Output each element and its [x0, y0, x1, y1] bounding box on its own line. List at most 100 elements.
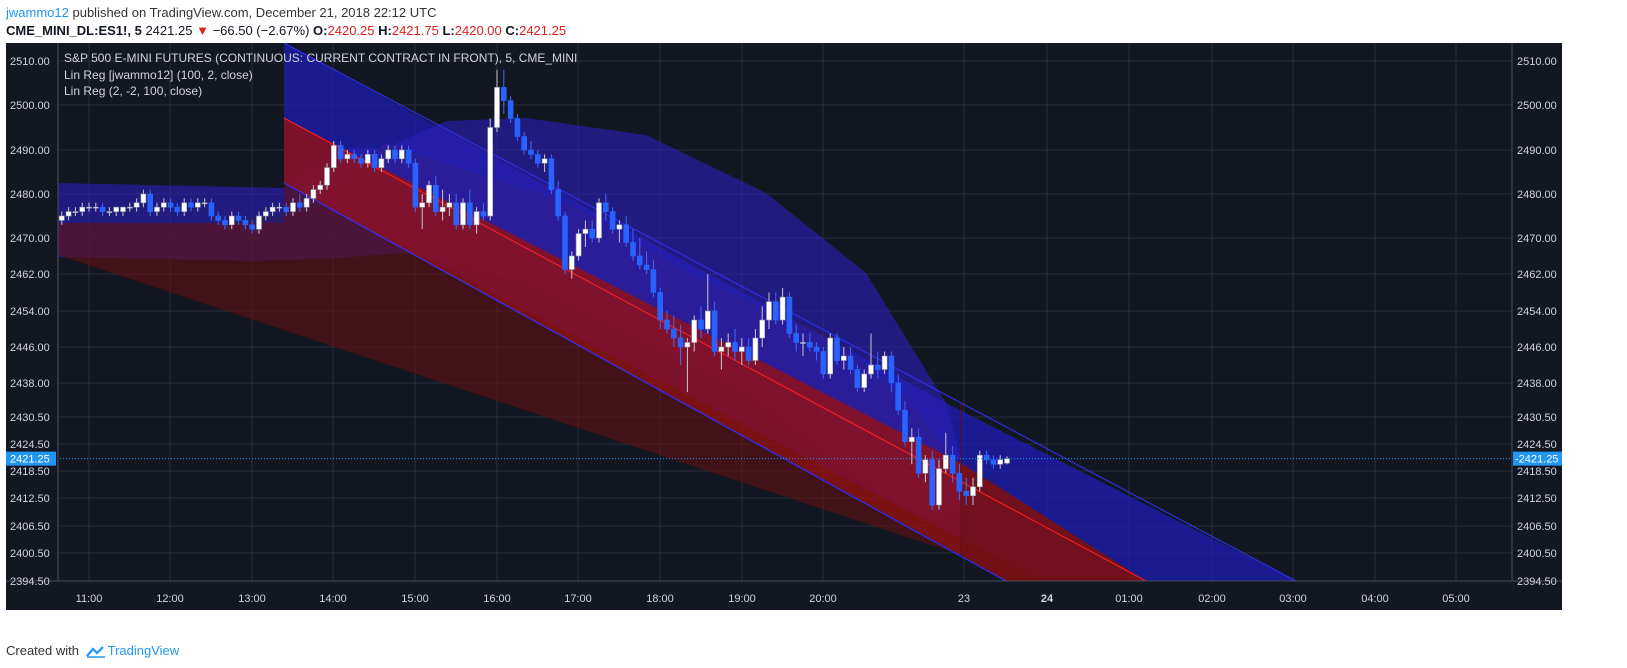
candle-body [738, 346, 745, 352]
last-price: 2421.25 [145, 23, 193, 38]
candle-body [670, 328, 677, 339]
candle-body [806, 342, 813, 348]
author-link[interactable]: jwammo12 [6, 5, 69, 20]
y-tick-label-right: 2510.00 [1517, 56, 1557, 68]
candle-body [303, 198, 310, 208]
candle-body [725, 342, 732, 348]
candle-body [895, 382, 902, 411]
candle-body [568, 255, 575, 270]
candle-body [432, 184, 439, 212]
candle-body [759, 319, 766, 339]
chart-legend: S&P 500 E-MINI FUTURES (CONTINUOUS: CURR… [64, 51, 577, 98]
x-tick-label: 17:00 [564, 593, 592, 605]
candle-body [283, 206, 290, 212]
candle-body [772, 301, 779, 321]
candle-body [72, 211, 79, 213]
y-tick-label-right: 2446.00 [1517, 342, 1557, 354]
candle-body [929, 459, 936, 506]
candle-body [949, 454, 956, 474]
x-tick-label: 20:00 [809, 593, 837, 605]
candle-body [242, 220, 249, 226]
y-tick-label-right: 2394.50 [1517, 576, 1557, 588]
y-tick-label-left: 2446.00 [10, 342, 50, 354]
candle-body [147, 193, 153, 212]
down-arrow-icon: ▼ [196, 23, 209, 38]
candle-body [256, 215, 262, 230]
candle-body [677, 337, 684, 348]
candle-body [548, 158, 555, 190]
candle-body [596, 202, 602, 239]
x-tick-label: 02:00 [1198, 593, 1226, 605]
x-tick-label: 16:00 [483, 593, 511, 605]
candle-body [732, 342, 738, 352]
candle-body [908, 436, 915, 443]
y-tick-label-right: 2470.00 [1517, 233, 1557, 245]
right-price-axis[interactable] [1512, 43, 1562, 610]
candle-body [942, 454, 949, 470]
candle-body [827, 337, 834, 375]
candle-body [276, 206, 283, 209]
candle-body [358, 158, 364, 164]
open-label: O: [313, 23, 328, 38]
candle-body [589, 228, 596, 239]
y-tick-label-left: 2480.00 [10, 189, 50, 201]
candle-body [711, 310, 718, 352]
red-lower-band [58, 183, 1146, 581]
y-tick-label-right: 2454.00 [1517, 306, 1557, 318]
candle-body [113, 206, 119, 212]
legend-entry-2: Lin Reg (2, -2, 100, close) [64, 84, 202, 98]
y-tick-label-right: 2480.00 [1517, 189, 1557, 201]
y-tick-label-left: 2500.00 [10, 100, 50, 112]
tradingview-brand-link[interactable]: TradingView [107, 643, 180, 658]
x-tick-label: 18:00 [646, 593, 674, 605]
candle-body [235, 215, 242, 221]
candle-body [555, 189, 562, 217]
candle-body [541, 158, 548, 164]
x-tick-label: 12:00 [156, 593, 184, 605]
close-label: C: [505, 23, 520, 38]
candle-body [249, 224, 255, 230]
candle-body [79, 206, 85, 212]
last-price-badge-left [6, 451, 56, 466]
publish-info: published on TradingView.com, December 2… [72, 5, 437, 20]
candle-body [507, 100, 514, 119]
candle-body [902, 409, 908, 443]
candle-body [820, 351, 827, 375]
candle-body [453, 202, 460, 226]
candle-body [888, 355, 895, 384]
candle-body [188, 202, 194, 208]
candle-body [181, 202, 187, 212]
left-price-axis[interactable] [6, 43, 58, 610]
x-tick-label: 03:00 [1279, 593, 1307, 605]
candle-body [371, 154, 378, 168]
candle-body [779, 296, 786, 321]
y-tick-label-left: 2400.50 [10, 548, 50, 560]
candle-body [534, 154, 541, 164]
candle-body [419, 202, 426, 208]
publish-header: jwammo12 published on TradingView.com, D… [6, 4, 436, 22]
candle-body [385, 149, 392, 160]
candle-body [1004, 458, 1010, 464]
candle-body [167, 202, 174, 208]
y-tick-label-right: 2500.00 [1517, 100, 1557, 112]
candle-body [643, 264, 650, 270]
chart-title: S&P 500 E-MINI FUTURES (CONTINUOUS: CURR… [64, 51, 577, 65]
axes: 2510.00 2510.00 2500.00 2500.00 2490.00 2490.… [6, 43, 1562, 610]
candle-body [704, 310, 711, 330]
candle-body [922, 459, 929, 474]
candle-body [58, 215, 65, 221]
x-tick-label: 24 [1041, 593, 1054, 605]
created-with-label: Created with [6, 643, 79, 658]
candle-body [229, 215, 235, 226]
candle-body [963, 490, 970, 497]
candle-body [636, 255, 643, 266]
price-chart[interactable]: 2510.00 2510.00 2500.00 2500.00 2490.00 2490.… [6, 43, 1562, 610]
candle-body [330, 145, 337, 168]
price-change: −66.50 (−2.67%) [212, 23, 310, 38]
y-tick-label-right: 2430.50 [1517, 412, 1557, 424]
candle-body [439, 206, 446, 212]
candle-body [874, 364, 881, 370]
candle-body [446, 202, 453, 208]
y-tick-label-left: 2406.50 [10, 521, 50, 533]
time-axis[interactable] [6, 581, 1562, 610]
